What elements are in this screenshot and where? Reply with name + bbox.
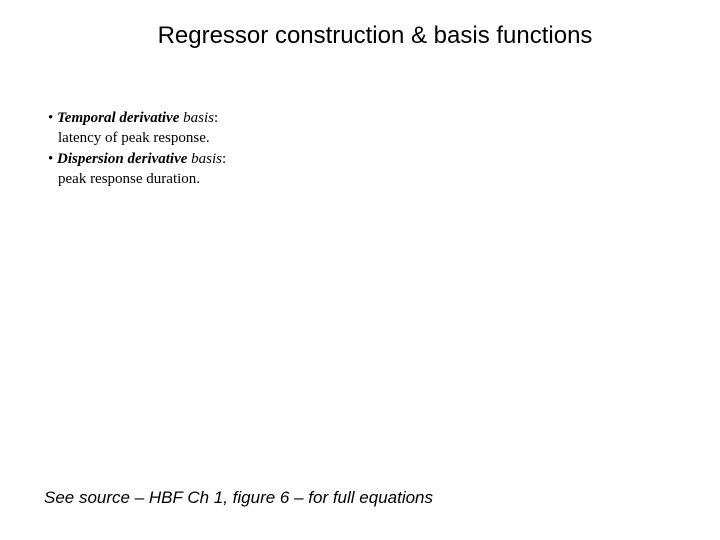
footer-note: See source – HBF Ch 1, figure 6 – for fu… <box>44 488 433 508</box>
bullet-label-bold: Dispersion derivative <box>57 151 187 167</box>
slide-title: Regressor construction & basis functions <box>0 22 720 50</box>
bullet-item-1: • Temporal derivative basis: <box>48 108 226 128</box>
bullet-marker: • <box>48 151 57 167</box>
bullet-desc-2: peak response duration. <box>48 169 226 189</box>
bullet-label-rest: basis <box>187 151 222 167</box>
bullet-desc-1: latency of peak response. <box>48 128 226 148</box>
bullet-label-bold: Temporal derivative <box>57 110 179 126</box>
bullet-item-2: • Dispersion derivative basis: <box>48 149 226 169</box>
bullet-colon: : <box>222 151 226 167</box>
bullet-marker: • <box>48 110 57 126</box>
bullet-colon: : <box>214 110 218 126</box>
bullet-list: • Temporal derivative basis: latency of … <box>48 108 226 189</box>
bullet-label-rest: basis <box>179 110 214 126</box>
